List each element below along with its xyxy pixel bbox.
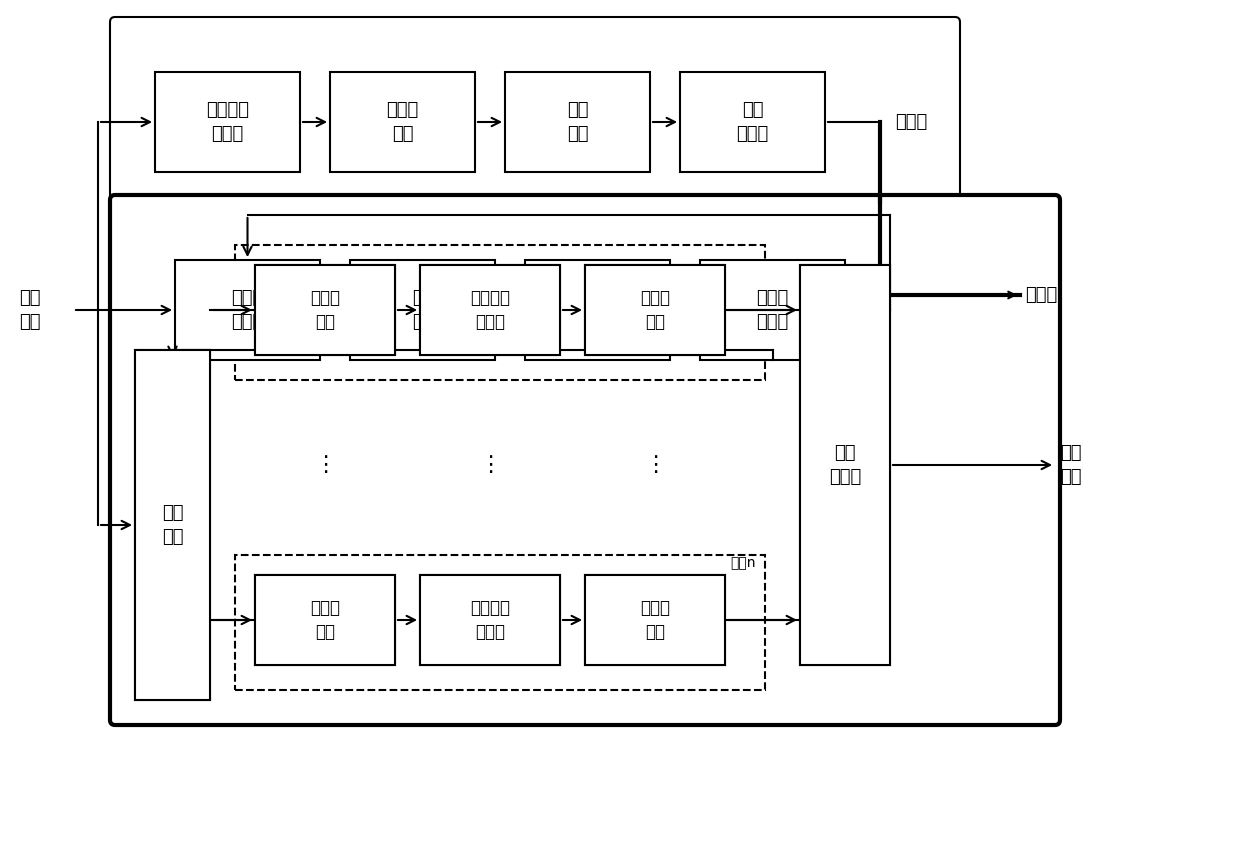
Text: 滤波
采样: 滤波 采样 <box>412 289 433 330</box>
Text: 非线性
变换: 非线性 变换 <box>310 289 340 330</box>
Text: 多普勒
预补偿: 多普勒 预补偿 <box>232 289 264 330</box>
FancyBboxPatch shape <box>255 575 396 665</box>
FancyBboxPatch shape <box>420 575 560 665</box>
FancyBboxPatch shape <box>135 350 210 700</box>
FancyBboxPatch shape <box>505 72 650 172</box>
FancyBboxPatch shape <box>800 265 890 665</box>
Text: 分组
平均: 分组 平均 <box>161 504 184 546</box>
FancyBboxPatch shape <box>585 265 725 355</box>
FancyBboxPatch shape <box>236 245 765 380</box>
FancyBboxPatch shape <box>110 195 1060 725</box>
Text: 频率
精解算: 频率 精解算 <box>828 445 861 486</box>
Text: 快速傅里
叶变换: 快速傅里 叶变换 <box>206 101 249 143</box>
Text: 粗测频: 粗测频 <box>895 113 928 131</box>
Text: 频率
粗解算: 频率 粗解算 <box>737 101 769 143</box>
FancyBboxPatch shape <box>175 260 320 360</box>
FancyBboxPatch shape <box>330 72 475 172</box>
Text: 变化率
预补偿: 变化率 预补偿 <box>756 289 789 330</box>
Text: 非线性
变换: 非线性 变换 <box>310 599 340 641</box>
FancyBboxPatch shape <box>110 17 960 202</box>
FancyBboxPatch shape <box>701 260 844 360</box>
FancyBboxPatch shape <box>350 260 495 360</box>
Text: 快速傅里
叶变换: 快速傅里 叶变换 <box>470 599 510 641</box>
FancyBboxPatch shape <box>255 265 396 355</box>
FancyBboxPatch shape <box>135 350 210 700</box>
FancyBboxPatch shape <box>525 260 670 360</box>
FancyBboxPatch shape <box>680 72 825 172</box>
FancyBboxPatch shape <box>585 575 725 665</box>
FancyBboxPatch shape <box>255 265 396 355</box>
Text: 测频
信息: 测频 信息 <box>1060 445 1081 486</box>
Text: ⋮: ⋮ <box>314 455 336 475</box>
Text: ⋮: ⋮ <box>479 455 501 475</box>
Text: 非线性
变换: 非线性 变换 <box>310 289 340 330</box>
Text: 精测频: 精测频 <box>1025 286 1058 304</box>
FancyBboxPatch shape <box>255 575 396 665</box>
Text: 快速傅里
叶变换: 快速傅里 叶变换 <box>470 599 510 641</box>
FancyBboxPatch shape <box>236 555 765 690</box>
Text: 分组
平均: 分组 平均 <box>161 504 184 546</box>
Text: 非相干
积分: 非相干 积分 <box>640 289 670 330</box>
Text: 频率
精解算: 频率 精解算 <box>828 445 861 486</box>
FancyBboxPatch shape <box>585 265 725 355</box>
FancyBboxPatch shape <box>420 265 560 355</box>
Text: 非相干
积分: 非相干 积分 <box>640 599 670 641</box>
FancyBboxPatch shape <box>155 72 300 172</box>
Text: 快速傅里
叶变换: 快速傅里 叶变换 <box>470 289 510 330</box>
Text: 快速傅里
叶变换: 快速傅里 叶变换 <box>470 289 510 330</box>
Text: 非相干
积分: 非相干 积分 <box>640 289 670 330</box>
FancyBboxPatch shape <box>585 575 725 665</box>
Text: ⋮: ⋮ <box>644 455 666 475</box>
FancyBboxPatch shape <box>420 265 560 355</box>
Text: 支路1: 支路1 <box>730 291 755 305</box>
Text: 非相干
积分: 非相干 积分 <box>387 101 419 143</box>
Text: 非相干
积分: 非相干 积分 <box>640 599 670 641</box>
Text: 支路n: 支路n <box>730 556 755 570</box>
Text: 频谱
平滑: 频谱 平滑 <box>567 101 588 143</box>
FancyBboxPatch shape <box>800 265 890 665</box>
Text: 非线性
变换: 非线性 变换 <box>310 599 340 641</box>
Text: 接收
信号: 接收 信号 <box>20 289 41 330</box>
Text: 数据
缓存: 数据 缓存 <box>587 289 609 330</box>
FancyBboxPatch shape <box>420 575 560 665</box>
